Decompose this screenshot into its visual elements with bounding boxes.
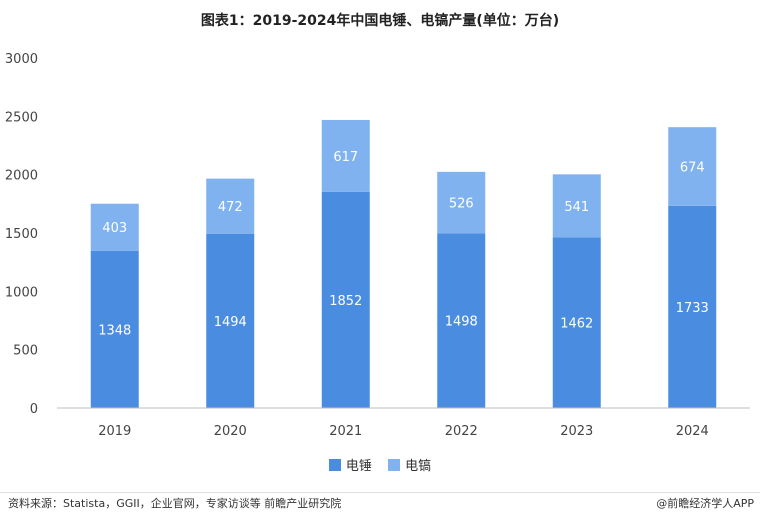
x-tick-label: 2020 [214,424,247,439]
x-axis: 2019 2020 2021 2022 2023 2024 [98,424,709,439]
bar-2021-series-1 [321,119,370,192]
data-label-2019-series-1: 403 [102,221,127,236]
data-label-2024-series-1: 674 [680,161,705,176]
legend-item-series-1: 电镐 [388,455,431,474]
y-axis: 0 500 1000 1500 2000 2500 3000 [5,52,38,417]
brand-credit: @前瞻经济学人APP [656,497,754,510]
y-tick-label: 3000 [5,52,38,67]
bar-2023-series-1 [552,174,601,238]
legend-swatch-series-0 [328,458,341,471]
y-tick-label: 2000 [5,169,38,184]
bars-group: 1348 403 1494 472 1852 617 1498 526 1462 541 1733 6… [90,119,717,408]
bar-2023-series-0 [552,237,601,408]
y-tick-label: 500 [13,344,38,359]
data-label-2021-series-1: 617 [333,150,358,165]
y-tick-label: 1000 [5,285,38,300]
x-tick-label: 2024 [676,424,709,439]
legend-label-series-1: 电镐 [405,459,432,474]
bar-2024-series-1 [668,127,717,206]
data-label-2021-series-0: 1852 [329,294,362,309]
footer: 资料来源：Statista，GGII，企业官网，专家访谈等 前瞻产业研究院 @前… [0,492,760,510]
y-tick-label: 0 [30,402,38,417]
legend-label-series-0: 电锤 [345,459,372,474]
bar-2020-series-0 [206,233,255,408]
bar-2022-series-1 [437,171,486,234]
data-label-2020-series-0: 1494 [214,315,247,330]
legend: 电锤 电镐 [0,455,760,475]
data-label-2022-series-0: 1498 [445,315,478,330]
y-tick-label: 1500 [5,227,38,242]
source-note: 资料来源：Statista，GGII，企业官网，专家访谈等 前瞻产业研究院 [8,497,342,510]
x-tick-label: 2023 [560,424,593,439]
legend-swatch-series-1 [388,458,401,471]
bar-2019-series-1 [90,203,139,251]
data-label-2023-series-0: 1462 [560,317,593,332]
chart-title: 图表1：2019-2024年中国电锤、电镐产量(单位：万台) [200,13,560,29]
x-tick-label: 2022 [445,424,478,439]
x-tick-label: 2021 [329,424,362,439]
bar-2022-series-0 [437,233,486,408]
data-label-2020-series-1: 472 [218,200,243,215]
data-label-2023-series-1: 541 [564,200,589,215]
bar-2021-series-0 [321,191,370,408]
x-tick-label: 2019 [98,424,131,439]
y-tick-label: 2500 [5,110,38,125]
data-label-2024-series-0: 1733 [676,301,709,316]
data-label-2022-series-1: 526 [449,197,474,212]
data-label-2019-series-0: 1348 [98,323,131,338]
legend-item-series-0: 电锤 [328,455,372,474]
bar-2024-series-0 [668,205,717,408]
bar-2019-series-0 [90,250,139,408]
bar-2020-series-1 [206,178,255,234]
